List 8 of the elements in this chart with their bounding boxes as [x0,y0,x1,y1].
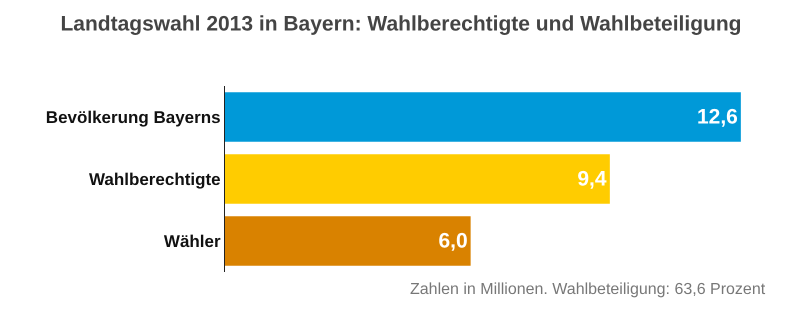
text: Zahlen in Millionen. Wahlbeteiligung: 63,6 Prozent [410,281,766,298]
y-tick-label: Bevölkerung Bayerns [46,108,221,127]
y-tick-label: Wahlberechtigte [88,170,221,189]
y-tick-label: Wähler [164,232,221,251]
data-label: 9,4 [577,168,607,190]
data-label: 12,6 [696,106,738,128]
data-label: 6,0 [438,230,468,252]
chart-title: Landtagswahl 2013 in Bayern: Wahlberechtigte und Wahlbeteiligung [60,12,742,36]
